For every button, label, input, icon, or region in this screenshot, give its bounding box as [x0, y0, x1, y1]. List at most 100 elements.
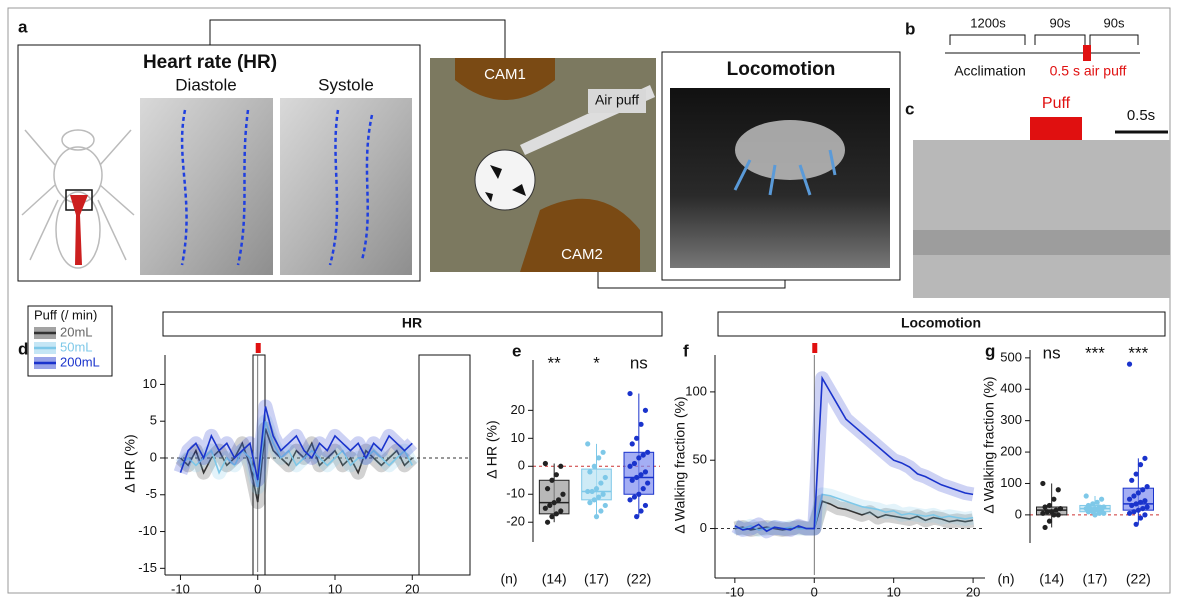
point [596, 455, 601, 460]
scale-label: 0.5s [1127, 107, 1155, 124]
point [1127, 497, 1132, 502]
point [1051, 512, 1056, 517]
point [598, 480, 603, 485]
point [592, 464, 597, 469]
cam1-label: CAM1 [484, 66, 526, 83]
point [549, 514, 554, 519]
ball [475, 150, 535, 210]
significance: * [593, 353, 600, 372]
n-label: (22) [1126, 571, 1151, 587]
point [587, 469, 592, 474]
y-tick-label: -10 [506, 486, 525, 501]
point [1131, 493, 1136, 498]
y-tick-label: 400 [1000, 381, 1022, 396]
legend-label: 20mL [60, 324, 93, 339]
x-tick-label: 20 [966, 584, 980, 598]
systole-image [280, 98, 412, 275]
point [630, 441, 635, 446]
puff-marker [256, 343, 261, 353]
point [641, 486, 646, 491]
point [603, 475, 608, 480]
point [585, 441, 590, 446]
point [1040, 511, 1045, 516]
x-tick-label: -10 [725, 584, 744, 598]
fly [735, 120, 845, 180]
legend-label: 50mL [60, 339, 93, 354]
point [638, 508, 643, 513]
diastole-image [140, 98, 273, 275]
point [1129, 478, 1134, 483]
header: HR [402, 315, 422, 331]
point [1140, 487, 1145, 492]
y-label: Δ HR (%) [484, 420, 500, 478]
point [545, 486, 550, 491]
significance: *** [1128, 343, 1148, 362]
stimulus: 0.5 s air puff [1050, 63, 1127, 79]
n-label: (17) [584, 571, 609, 587]
point [638, 422, 643, 427]
point [643, 469, 648, 474]
airpuff-label: Air puff [595, 92, 639, 108]
point [645, 480, 650, 485]
point [554, 511, 559, 516]
point [636, 492, 641, 497]
significance: ns [1043, 343, 1061, 362]
box [582, 469, 612, 500]
point [630, 478, 635, 483]
y-tick-label: 20 [511, 402, 525, 417]
point [1047, 519, 1052, 524]
y-tick-label: 0 [700, 520, 707, 535]
figure: Heart rate (HR) Diastole Systole Air puf… [0, 0, 1177, 598]
x-tick-label: 0 [811, 584, 818, 598]
brackets [950, 35, 1138, 45]
point [549, 478, 554, 483]
point [645, 450, 650, 455]
y-tick-label: 300 [1000, 412, 1022, 427]
y-tick-label: 100 [685, 383, 707, 398]
point [1127, 511, 1132, 516]
point [598, 508, 603, 513]
y-tick-label: 0 [1015, 506, 1022, 521]
significance: ** [548, 353, 562, 372]
point [543, 506, 548, 511]
y-tick-label: 0 [150, 449, 157, 464]
point [556, 497, 561, 502]
point [1129, 503, 1134, 508]
point [558, 508, 563, 513]
point [1086, 509, 1091, 514]
point [1138, 462, 1143, 467]
y-tick-label: 10 [143, 376, 157, 391]
y-tick-label: -5 [145, 486, 157, 501]
n-label: (14) [542, 571, 567, 587]
x-tick-label: 20 [405, 581, 419, 596]
point [1099, 497, 1104, 502]
kymograph [913, 140, 1170, 298]
point [1092, 512, 1097, 517]
point [558, 464, 563, 469]
point [596, 494, 601, 499]
point [1040, 481, 1045, 486]
point [1084, 493, 1089, 498]
point [627, 497, 632, 502]
n-title: (n) [500, 571, 517, 587]
point [627, 391, 632, 396]
panel-label: b [905, 19, 915, 38]
diastole-label: Diastole [175, 75, 236, 94]
cam2-label: CAM2 [561, 246, 603, 263]
point [592, 497, 597, 502]
y-tick-label: -15 [138, 560, 157, 575]
panel-label: f [683, 341, 689, 360]
panel-label: a [18, 17, 28, 36]
acclimation: Acclimation [954, 63, 1026, 79]
point [603, 503, 608, 508]
point [585, 489, 590, 494]
duration: 90s [1050, 15, 1071, 30]
y-tick-label: 10 [511, 430, 525, 445]
y-label: Δ HR (%) [122, 434, 138, 492]
point [632, 461, 637, 466]
y-tick-label: 5 [150, 413, 157, 428]
point [587, 500, 592, 505]
significance: ns [630, 353, 648, 372]
header: Locomotion [901, 315, 981, 331]
point [601, 492, 606, 497]
